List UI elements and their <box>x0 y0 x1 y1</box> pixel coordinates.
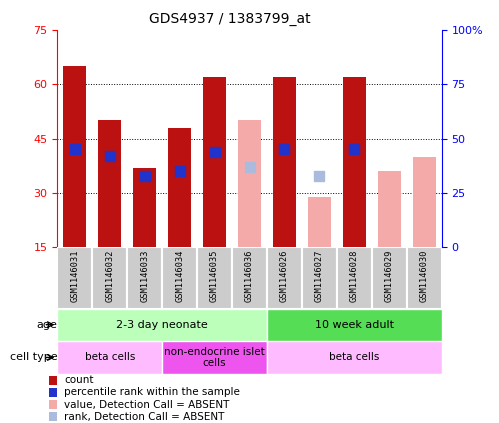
Bar <box>49 412 56 421</box>
Text: GSM1146030: GSM1146030 <box>420 250 429 302</box>
Point <box>246 163 253 170</box>
Bar <box>267 309 442 341</box>
Text: non-endocrine islet
cells: non-endocrine islet cells <box>164 346 265 368</box>
Bar <box>372 247 407 309</box>
Point <box>280 146 288 153</box>
Text: cell type: cell type <box>10 352 57 363</box>
Bar <box>57 247 92 309</box>
Bar <box>267 247 302 309</box>
Text: GSM1146029: GSM1146029 <box>385 250 394 302</box>
Bar <box>378 171 401 247</box>
Bar <box>57 341 162 374</box>
Text: age: age <box>36 320 57 330</box>
Bar <box>162 247 197 309</box>
Point <box>315 172 323 179</box>
Point <box>106 153 114 159</box>
Bar <box>98 121 121 247</box>
Text: value, Detection Call = ABSENT: value, Detection Call = ABSENT <box>64 399 229 409</box>
Point <box>176 168 184 175</box>
Text: rank, Detection Call = ABSENT: rank, Detection Call = ABSENT <box>64 412 224 422</box>
Text: GSM1146032: GSM1146032 <box>105 250 114 302</box>
Point <box>71 146 79 153</box>
Text: GSM1146036: GSM1146036 <box>245 250 254 302</box>
Text: percentile rank within the sample: percentile rank within the sample <box>64 387 240 397</box>
Text: beta cells: beta cells <box>85 352 135 363</box>
Bar <box>413 157 436 247</box>
Bar <box>308 197 331 247</box>
Bar <box>407 247 442 309</box>
Text: GSM1146028: GSM1146028 <box>350 250 359 302</box>
Text: GSM1146035: GSM1146035 <box>210 250 219 302</box>
Bar <box>92 247 127 309</box>
Point <box>141 172 149 179</box>
Text: 10 week adult: 10 week adult <box>315 320 394 330</box>
Bar <box>127 247 162 309</box>
Text: GSM1146027: GSM1146027 <box>315 250 324 302</box>
Text: count: count <box>64 375 93 385</box>
Text: GSM1146034: GSM1146034 <box>175 250 184 302</box>
Point <box>350 146 358 153</box>
Bar <box>232 247 267 309</box>
Bar <box>273 77 296 247</box>
Bar <box>197 247 232 309</box>
Bar <box>203 77 226 247</box>
Bar <box>238 121 261 247</box>
Bar <box>302 247 337 309</box>
Text: 2-3 day neonate: 2-3 day neonate <box>116 320 208 330</box>
Text: beta cells: beta cells <box>329 352 379 363</box>
Point <box>211 148 219 155</box>
Bar <box>162 341 267 374</box>
Bar <box>57 309 267 341</box>
Text: GSM1146031: GSM1146031 <box>70 250 79 302</box>
Bar <box>63 66 86 247</box>
Bar <box>49 376 56 385</box>
Bar <box>267 341 442 374</box>
Bar <box>49 400 56 409</box>
Bar <box>343 77 366 247</box>
Bar <box>337 247 372 309</box>
Bar <box>168 128 191 247</box>
Bar <box>133 168 156 247</box>
Text: GSM1146033: GSM1146033 <box>140 250 149 302</box>
Text: GSM1146026: GSM1146026 <box>280 250 289 302</box>
Title: GDS4937 / 1383799_at: GDS4937 / 1383799_at <box>150 12 311 26</box>
Bar <box>49 388 56 397</box>
